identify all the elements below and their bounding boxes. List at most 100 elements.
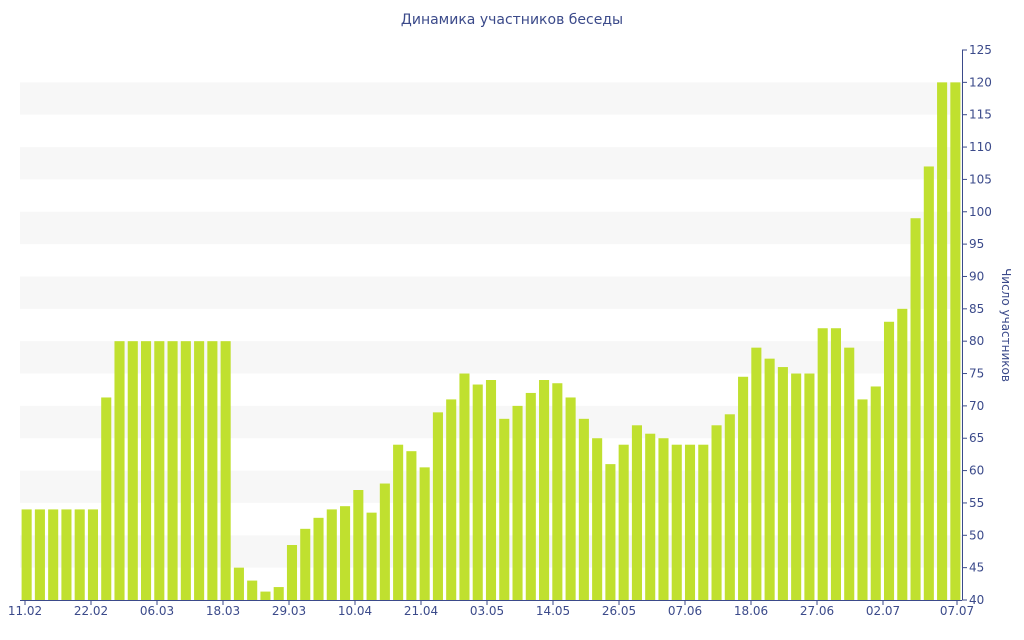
bar[interactable] <box>499 418 510 600</box>
bar[interactable] <box>313 517 324 600</box>
bar[interactable] <box>286 545 298 600</box>
bar[interactable] <box>658 438 669 600</box>
bar[interactable] <box>777 367 788 600</box>
bar[interactable] <box>74 509 85 600</box>
bar[interactable] <box>127 341 138 600</box>
bar[interactable] <box>698 444 709 600</box>
bar[interactable] <box>671 444 682 600</box>
bar[interactable] <box>21 509 32 600</box>
bar[interactable] <box>366 512 377 600</box>
bar[interactable] <box>393 444 404 600</box>
x-tick-label: 22.02 <box>74 604 108 618</box>
x-axis: 11.02 22.02 06.03 18.03 29.03 10.04 21.04 03.05… <box>8 600 974 618</box>
x-tick-label: 26.05 <box>602 604 636 618</box>
x-tick-label: 10.04 <box>338 604 372 618</box>
bar[interactable] <box>233 567 244 600</box>
grid-band <box>20 276 962 309</box>
bar[interactable] <box>353 490 364 600</box>
bar[interactable] <box>300 528 311 600</box>
bar[interactable] <box>207 341 218 600</box>
bar[interactable] <box>552 383 563 600</box>
chart-title: Динамика участников беседы <box>400 12 624 28</box>
y-tick-label: 80 <box>969 334 984 348</box>
bar[interactable] <box>711 425 722 600</box>
bar[interactable] <box>432 412 443 600</box>
grid-band <box>20 82 962 115</box>
y-tick-label: 65 <box>969 431 984 445</box>
bar[interactable] <box>114 341 125 600</box>
y-axis: 40 45 50 55 60 65 70 75 80 85 90 95 100 105 110 115 120 1… <box>962 43 992 607</box>
x-tick-label: 27.06 <box>800 604 834 618</box>
bar[interactable] <box>910 218 921 600</box>
y-tick-label: 95 <box>969 237 984 251</box>
bar[interactable] <box>645 433 656 600</box>
y-tick-label: 85 <box>969 302 984 316</box>
bar[interactable] <box>154 341 165 600</box>
bar[interactable] <box>631 425 642 600</box>
y-axis-label: Число участников <box>999 268 1013 382</box>
bar[interactable] <box>220 341 231 600</box>
bar[interactable] <box>950 82 961 600</box>
bar[interactable] <box>618 444 629 600</box>
bar[interactable] <box>326 509 337 600</box>
bar[interactable] <box>738 376 749 600</box>
bar[interactable] <box>247 580 258 600</box>
bar[interactable] <box>897 308 908 600</box>
bar[interactable] <box>804 373 815 600</box>
bar[interactable] <box>578 418 589 600</box>
x-tick-label: 18.03 <box>206 604 240 618</box>
bar[interactable] <box>260 591 271 600</box>
bar[interactable] <box>61 509 72 600</box>
x-tick-label: 07.06 <box>668 604 702 618</box>
bar[interactable] <box>751 347 762 600</box>
bar[interactable] <box>817 328 828 600</box>
y-tick-label: 40 <box>969 593 984 607</box>
bar[interactable] <box>180 341 191 600</box>
bar[interactable] <box>472 384 483 600</box>
bar[interactable] <box>419 467 430 600</box>
bar[interactable] <box>791 373 802 600</box>
bar[interactable] <box>724 414 735 600</box>
x-tick-label: 11.02 <box>8 604 42 618</box>
bar[interactable] <box>592 438 603 600</box>
bar[interactable] <box>764 358 775 600</box>
bar[interactable] <box>340 506 351 600</box>
x-tick-label: 06.03 <box>140 604 174 618</box>
bar[interactable] <box>167 341 178 600</box>
bar[interactable] <box>141 341 152 600</box>
bar[interactable] <box>446 399 457 600</box>
bar[interactable] <box>937 82 948 600</box>
bar[interactable] <box>512 405 523 600</box>
y-tick-label: 115 <box>969 108 992 122</box>
bar[interactable] <box>406 451 417 600</box>
bar[interactable] <box>844 347 855 600</box>
bar[interactable] <box>87 509 99 600</box>
bars <box>21 82 961 600</box>
bar[interactable] <box>830 328 841 600</box>
bar[interactable] <box>857 399 868 600</box>
bar[interactable] <box>883 321 895 600</box>
bar[interactable] <box>923 166 934 600</box>
x-tick-label: 07.07 <box>940 604 974 618</box>
x-tick-label: 21.04 <box>404 604 438 618</box>
bar[interactable] <box>525 392 536 600</box>
bar[interactable] <box>459 373 470 600</box>
bar[interactable] <box>273 587 284 600</box>
bar[interactable] <box>485 380 497 600</box>
bar[interactable] <box>565 397 576 600</box>
y-tick-label: 110 <box>969 140 992 154</box>
bar[interactable] <box>870 386 881 600</box>
bar[interactable] <box>101 397 112 600</box>
bar[interactable] <box>539 380 550 600</box>
y-tick-label: 100 <box>969 205 992 219</box>
bar[interactable] <box>194 341 205 600</box>
bar[interactable] <box>48 509 59 600</box>
y-tick-label: 120 <box>969 75 992 89</box>
bar[interactable] <box>379 483 390 600</box>
bar[interactable] <box>605 464 616 600</box>
bar[interactable] <box>34 509 45 600</box>
y-tick-label: 70 <box>969 399 984 413</box>
y-tick-label: 50 <box>969 528 984 542</box>
bar[interactable] <box>684 444 696 600</box>
y-tick-label: 90 <box>969 269 984 283</box>
